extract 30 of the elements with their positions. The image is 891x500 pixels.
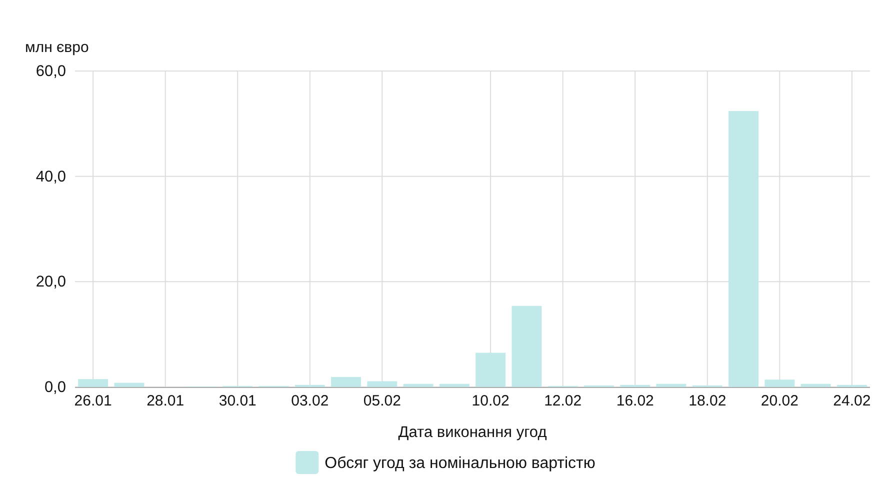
bar — [800, 384, 831, 387]
x-axis-title: Дата виконання угод — [398, 424, 547, 441]
y-tick-label: 60,0 — [36, 62, 66, 80]
x-tick-label: 24.02 — [833, 392, 871, 410]
bar — [728, 111, 759, 387]
x-tick-label: 30.01 — [218, 392, 256, 410]
x-tick-label: 12.02 — [544, 392, 582, 410]
y-tick-label: 40,0 — [36, 168, 66, 186]
bar — [656, 384, 686, 387]
y-tick-label: 0,0 — [44, 378, 66, 396]
y-axis-title: млн євро — [25, 39, 89, 56]
legend-label: Обсяг угод за номінальною вартістю — [324, 455, 596, 472]
bar — [114, 382, 144, 387]
x-tick-label: 16.02 — [616, 392, 654, 410]
bar — [764, 380, 795, 387]
x-tick-label: 10.02 — [472, 392, 510, 410]
x-tick-label: 03.02 — [291, 392, 329, 410]
bar — [331, 376, 362, 387]
bar — [403, 384, 434, 387]
y-tick-label: 20,0 — [36, 274, 66, 291]
x-tick-label: 18.02 — [688, 392, 726, 410]
x-tick-label: 28.01 — [146, 392, 184, 410]
bar — [367, 381, 398, 387]
bar — [78, 379, 108, 387]
bar — [512, 306, 542, 387]
bar — [476, 352, 506, 387]
bar — [439, 384, 470, 387]
x-tick-label: 26.01 — [74, 392, 112, 410]
x-tick-label: 05.02 — [363, 392, 401, 410]
x-tick-label: 20.02 — [760, 392, 798, 410]
